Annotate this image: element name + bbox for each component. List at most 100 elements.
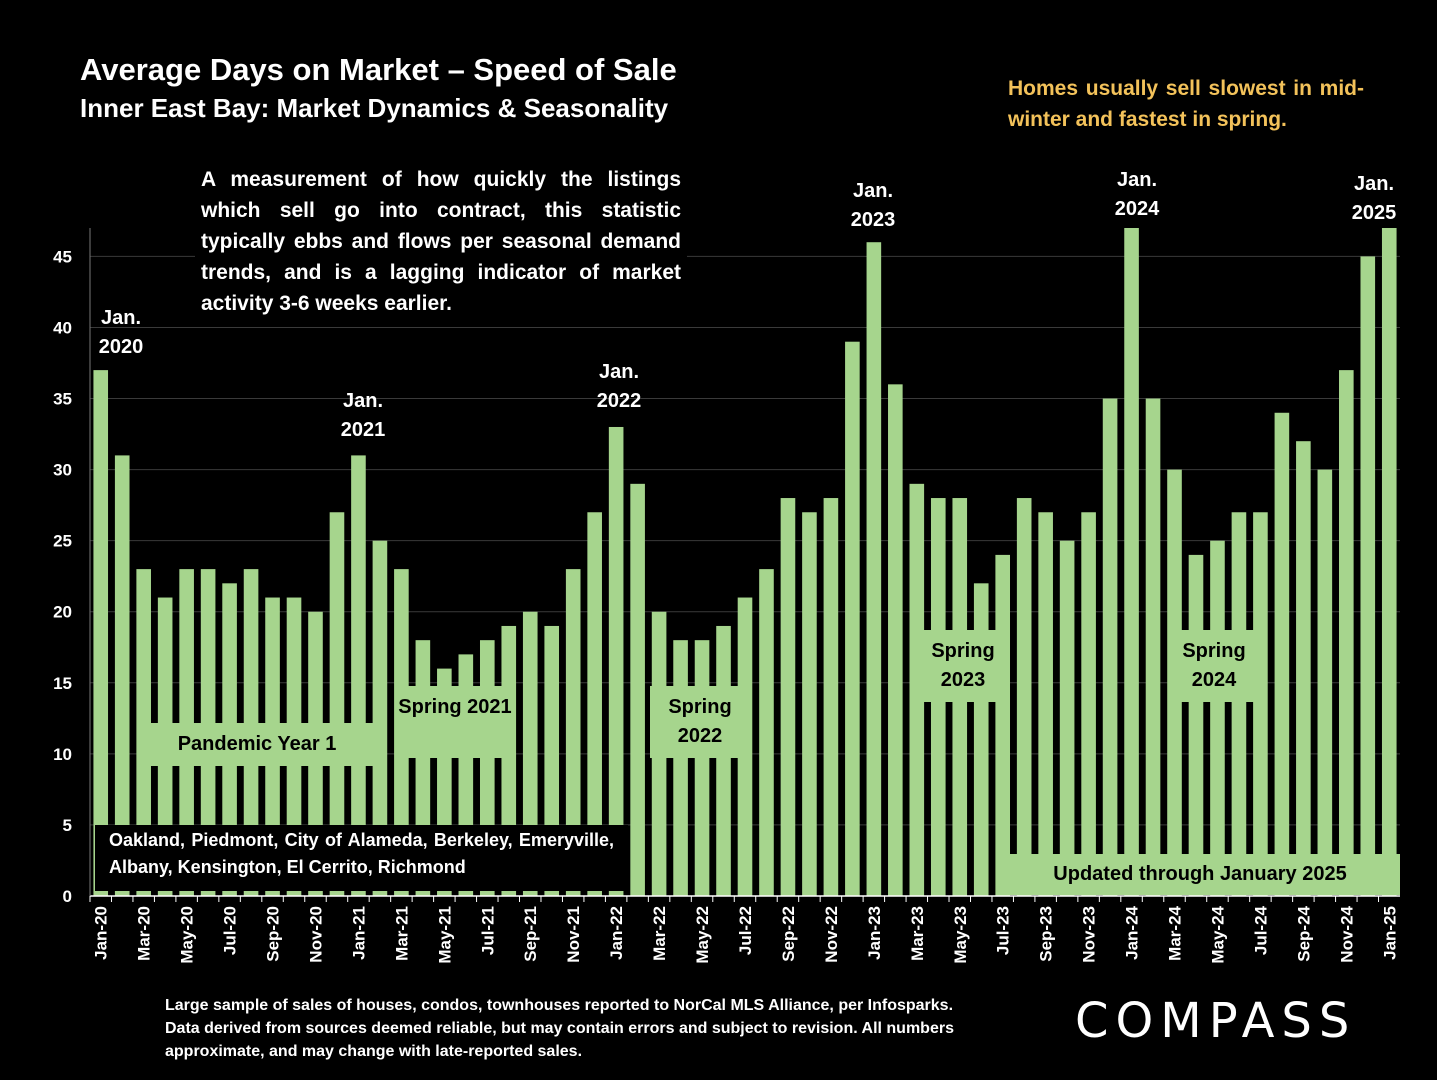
bar-Oct-24	[1317, 469, 1333, 896]
bar-Apr-22	[673, 640, 688, 896]
bar-Dec-24	[1360, 256, 1376, 896]
x-tick-label: Mar-23	[908, 906, 927, 961]
x-tick-label: Jul-24	[1251, 905, 1270, 955]
y-tick-label: 15	[53, 674, 72, 693]
bar-Feb-24	[1145, 398, 1161, 896]
x-tick-label: May-22	[693, 906, 712, 964]
x-tick-label: Jan-22	[607, 906, 626, 960]
x-tick-label: Jul-21	[478, 906, 497, 955]
bar-Sep-23	[1038, 512, 1053, 896]
x-tick-label: May-23	[951, 906, 970, 964]
jan-2021-label: Jan. 2021	[340, 390, 386, 441]
y-tick-label: 20	[53, 603, 72, 622]
bar-Jan-21	[351, 455, 366, 896]
x-tick-label: Jan-20	[92, 906, 111, 960]
bar-Nov-21	[565, 569, 581, 896]
bar-Jan-24	[1124, 228, 1139, 896]
bar-Nov-22	[823, 498, 839, 896]
spring-2024-label: Spring 2024	[1168, 630, 1260, 702]
x-tick-label: May-24	[1208, 905, 1227, 963]
x-tick-label: Sep-21	[521, 906, 540, 962]
spring-2022-label: Spring 2022	[650, 686, 750, 758]
bar-Mar-23	[909, 483, 925, 896]
bar-Sep-21	[522, 611, 538, 896]
y-tick-label: 0	[63, 887, 72, 906]
y-tick-label: 45	[53, 247, 72, 266]
x-tick-label: Jan-23	[865, 906, 884, 960]
compass-logo: COMPASS	[1075, 993, 1357, 1049]
bar-Feb-22	[630, 483, 645, 896]
x-tick-label: Jul-22	[736, 906, 755, 955]
bar-Jun-24	[1231, 512, 1247, 896]
jan-2020-label: Jan. 2020	[98, 307, 144, 358]
bar-Feb-21	[372, 540, 388, 896]
bar-Dec-21	[587, 512, 602, 896]
bar-Oct-23	[1059, 540, 1075, 896]
bar-Oct-22	[802, 512, 817, 896]
y-axis-ticks: 0 5 10 15 20 25 30 35 40 45	[53, 247, 72, 906]
spring-2021-label: Spring 2021	[396, 686, 514, 758]
x-tick-label: Nov-22	[822, 906, 841, 963]
x-tick-label: May-20	[178, 906, 197, 964]
x-tick-label: May-21	[435, 906, 454, 964]
bar-Apr-24	[1188, 554, 1204, 896]
x-tick-label: Jul-23	[994, 906, 1013, 955]
bar-Feb-23	[888, 384, 903, 896]
description-text: A measurement of how quickly the listing…	[195, 162, 687, 321]
bar-Sep-22	[780, 498, 796, 896]
x-tick-label: Jan-21	[349, 906, 368, 960]
y-tick-label: 30	[53, 461, 72, 480]
chart-subtitle: Inner East Bay: Market Dynamics & Season…	[80, 93, 669, 123]
x-tick-label: Nov-24	[1337, 905, 1356, 962]
x-tick-label: Nov-21	[564, 906, 583, 963]
cities-list: Oakland, Piedmont, City of Alameda, Berk…	[95, 825, 628, 891]
jan-2025-label: Jan. 2025	[1351, 173, 1397, 224]
x-tick-label: Nov-20	[306, 906, 325, 963]
bar-Dec-20	[329, 512, 345, 896]
spring-2023-label: Spring 2023	[924, 630, 1002, 702]
bar-Nov-23	[1081, 512, 1096, 896]
y-tick-label: 5	[63, 816, 72, 835]
bar-Nov-24	[1339, 370, 1354, 896]
x-axis-ticks: Jan-20 Mar-20 May-20 Jul-20 Sep-20 Nov-20 Jan-…	[89, 896, 1399, 964]
seasonality-callout: Homes usually sell slowest in mid-winter…	[1008, 77, 1364, 131]
jan-2022-label: Jan. 2022	[596, 361, 642, 412]
x-tick-label: Mar-21	[392, 906, 411, 961]
updated-through-label: Updated through January 2025	[1000, 854, 1400, 895]
y-tick-label: 25	[53, 532, 72, 551]
y-tick-label: 35	[53, 390, 72, 409]
y-tick-label: 40	[53, 318, 72, 337]
x-tick-label: Mar-20	[135, 906, 154, 961]
x-tick-label: Sep-20	[264, 906, 283, 962]
chart-title: Average Days on Market – Speed of Sale	[80, 52, 677, 87]
bar-Sep-24	[1296, 441, 1311, 896]
x-tick-label: Sep-24	[1294, 905, 1313, 961]
bar-Jun-22	[716, 625, 731, 896]
pandemic-year-label: Pandemic Year 1	[138, 723, 376, 766]
x-tick-label: Jan-25	[1380, 906, 1399, 960]
x-tick-label: Jul-20	[221, 906, 240, 955]
bar-Dec-22	[845, 341, 860, 896]
bar-Jan-25	[1381, 228, 1397, 896]
x-tick-label: Mar-24	[1166, 905, 1185, 960]
x-tick-label: Mar-22	[650, 906, 669, 961]
bar-Feb-20	[114, 455, 130, 896]
bars	[93, 228, 1397, 896]
bar-Jul-23	[995, 554, 1011, 896]
x-tick-label: Jan-24	[1123, 905, 1142, 959]
x-tick-label: Nov-23	[1080, 906, 1099, 963]
jan-2023-label: Jan. 2023	[850, 180, 896, 231]
bar-Aug-22	[759, 569, 774, 896]
bar-May-22	[694, 640, 710, 896]
bar-Aug-24	[1274, 412, 1290, 896]
bar-Jan-22	[608, 426, 624, 896]
jan-2024-label: Jan. 2024	[1114, 169, 1160, 220]
bar-Dec-23	[1102, 398, 1118, 896]
x-tick-label: Sep-22	[779, 906, 798, 962]
y-tick-label: 10	[53, 745, 72, 764]
footnote: Large sample of sales of houses, condos,…	[165, 997, 954, 1060]
x-tick-label: Sep-23	[1037, 906, 1056, 962]
bar-May-24	[1210, 540, 1225, 896]
bar-Jul-24	[1253, 512, 1268, 896]
bar-Jan-20	[93, 370, 109, 896]
